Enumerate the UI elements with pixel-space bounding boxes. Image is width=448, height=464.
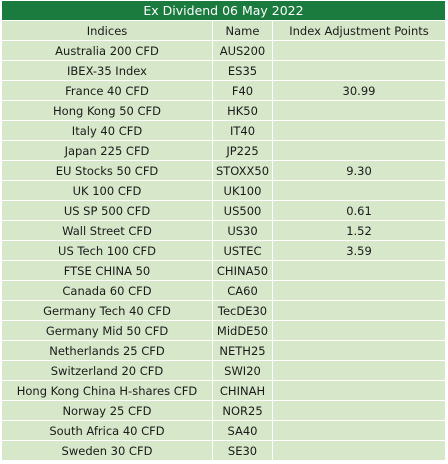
cell-symbol: SWI20 — [212, 360, 273, 381]
cell-adjustment-points — [272, 180, 446, 201]
table-row: South Africa 40 CFD SA40 — [1, 420, 446, 441]
cell-adjustment-points — [272, 420, 446, 441]
cell-index-name: Wall Street CFD — [1, 220, 213, 241]
cell-symbol: US30 — [212, 220, 273, 241]
cell-index-name: US SP 500 CFD — [1, 200, 213, 221]
cell-index-name: UK 100 CFD — [1, 180, 213, 201]
table-row: Italy 40 CFD IT40 — [1, 120, 446, 141]
cell-index-name: Hong Kong 50 CFD — [1, 100, 213, 121]
table-row: Hong Kong 50 CFD HK50 — [1, 100, 446, 121]
cell-index-name: Japan 225 CFD — [1, 140, 213, 161]
cell-index-name: Canada 60 CFD — [1, 280, 213, 301]
table-row: Sweden 30 CFD SE30 — [1, 440, 446, 461]
cell-adjustment-points — [272, 60, 446, 81]
table-row: France 40 CFD F40 30.99 — [1, 80, 446, 101]
cell-index-name: France 40 CFD — [1, 80, 213, 101]
table-row: Germany Tech 40 CFD TecDE30 — [1, 300, 446, 321]
cell-symbol: ES35 — [212, 60, 273, 81]
cell-index-name: Netherlands 25 CFD — [1, 340, 213, 361]
table-row: US SP 500 CFD US500 0.61 — [1, 200, 446, 221]
cell-adjustment-points — [272, 400, 446, 421]
table-row: Netherlands 25 CFD NETH25 — [1, 340, 446, 361]
table-row: US Tech 100 CFD USTEC 3.59 — [1, 240, 446, 261]
cell-index-name: Hong Kong China H-shares CFD — [1, 380, 213, 401]
cell-symbol: CHINA50 — [212, 260, 273, 281]
cell-symbol: F40 — [212, 80, 273, 101]
cell-symbol: IT40 — [212, 120, 273, 141]
table-title: Ex Dividend 06 May 2022 — [1, 0, 446, 21]
cell-symbol: CA60 — [212, 280, 273, 301]
cell-adjustment-points: 0.61 — [272, 200, 446, 221]
cell-index-name: South Africa 40 CFD — [1, 420, 213, 441]
table-row: Canada 60 CFD CA60 — [1, 280, 446, 301]
cell-symbol: US500 — [212, 200, 273, 221]
table-title-row: Ex Dividend 06 May 2022 — [1, 0, 446, 21]
cell-symbol: SA40 — [212, 420, 273, 441]
cell-index-name: Norway 25 CFD — [1, 400, 213, 421]
cell-adjustment-points: 1.52 — [272, 220, 446, 241]
cell-symbol: HK50 — [212, 100, 273, 121]
cell-adjustment-points — [272, 280, 446, 301]
cell-adjustment-points — [272, 100, 446, 121]
cell-symbol: STOXX50 — [212, 160, 273, 181]
column-header-name: Name — [212, 20, 273, 41]
cell-adjustment-points — [272, 40, 446, 61]
table-row: FTSE CHINA 50 CHINA50 — [1, 260, 446, 281]
cell-index-name: IBEX-35 Index — [1, 60, 213, 81]
cell-symbol: TecDE30 — [212, 300, 273, 321]
cell-index-name: Sweden 30 CFD — [1, 440, 213, 461]
table-row: Wall Street CFD US30 1.52 — [1, 220, 446, 241]
table-row: UK 100 CFD UK100 — [1, 180, 446, 201]
cell-index-name: Italy 40 CFD — [1, 120, 213, 141]
cell-symbol: USTEC — [212, 240, 273, 261]
column-header-points: Index Adjustment Points — [272, 20, 446, 41]
cell-index-name: Australia 200 CFD — [1, 40, 213, 61]
table-row: Switzerland 20 CFD SWI20 — [1, 360, 446, 381]
cell-index-name: Germany Tech 40 CFD — [1, 300, 213, 321]
table-row: Hong Kong China H-shares CFD CHINAH — [1, 380, 446, 401]
cell-adjustment-points: 9.30 — [272, 160, 446, 181]
cell-adjustment-points — [272, 300, 446, 321]
table-row: EU Stocks 50 CFD STOXX50 9.30 — [1, 160, 446, 181]
table-row: Norway 25 CFD NOR25 — [1, 400, 446, 421]
cell-symbol: NETH25 — [212, 340, 273, 361]
cell-adjustment-points — [272, 360, 446, 381]
cell-symbol: CHINAH — [212, 380, 273, 401]
cell-symbol: MidDE50 — [212, 320, 273, 341]
column-header-indices: Indices — [1, 20, 213, 41]
cell-index-name: FTSE CHINA 50 — [1, 260, 213, 281]
cell-adjustment-points — [272, 380, 446, 401]
cell-adjustment-points: 3.59 — [272, 240, 446, 261]
cell-adjustment-points: 30.99 — [272, 80, 446, 101]
cell-index-name: US Tech 100 CFD — [1, 240, 213, 261]
cell-index-name: Germany Mid 50 CFD — [1, 320, 213, 341]
cell-adjustment-points — [272, 140, 446, 161]
cell-adjustment-points — [272, 440, 446, 461]
cell-adjustment-points — [272, 260, 446, 281]
cell-adjustment-points — [272, 120, 446, 141]
cell-index-name: Switzerland 20 CFD — [1, 360, 213, 381]
cell-adjustment-points — [272, 320, 446, 341]
cell-symbol: NOR25 — [212, 400, 273, 421]
table-header-row: Indices Name Index Adjustment Points — [1, 20, 446, 41]
table-row: Germany Mid 50 CFD MidDE50 — [1, 320, 446, 341]
cell-symbol: JP225 — [212, 140, 273, 161]
table-row: Japan 225 CFD JP225 — [1, 140, 446, 161]
table-row: Australia 200 CFD AUS200 — [1, 40, 446, 61]
cell-symbol: SE30 — [212, 440, 273, 461]
cell-adjustment-points — [272, 340, 446, 361]
cell-index-name: EU Stocks 50 CFD — [1, 160, 213, 181]
cell-symbol: AUS200 — [212, 40, 273, 61]
table-row: IBEX-35 Index ES35 — [1, 60, 446, 81]
cell-symbol: UK100 — [212, 180, 273, 201]
